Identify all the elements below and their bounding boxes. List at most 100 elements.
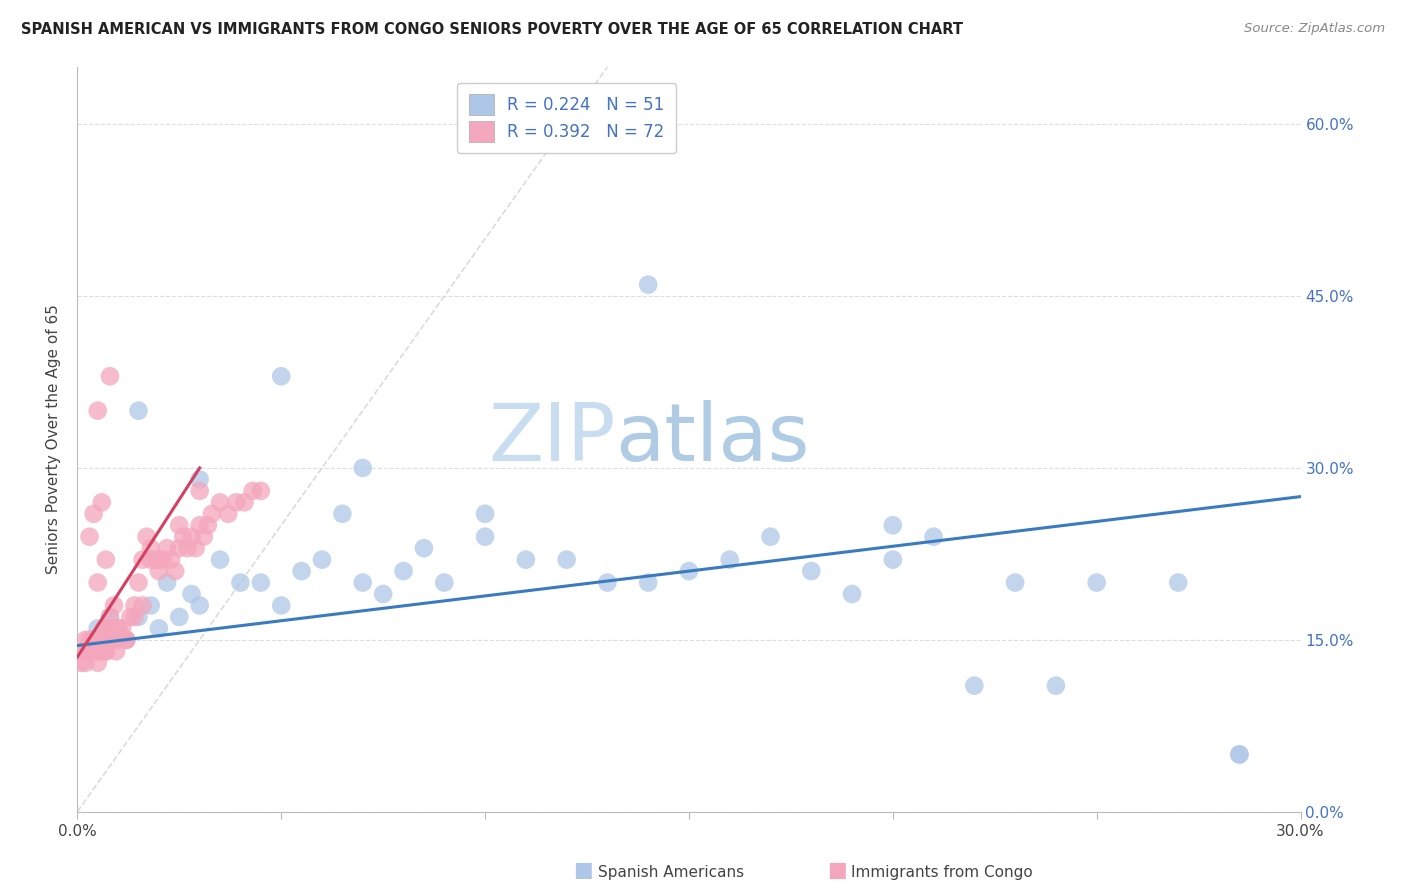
Point: [79, 644, 101, 658]
Point: [156, 575, 179, 590]
Point: [83, 632, 105, 647]
Point: [392, 564, 415, 578]
Point: [111, 621, 134, 635]
Point: [120, 610, 142, 624]
Point: [70, 656, 93, 670]
Point: [332, 507, 354, 521]
Point: [76, 644, 98, 658]
Point: [1085, 575, 1108, 590]
Point: [75, 656, 97, 670]
Point: [225, 495, 247, 509]
Point: [176, 541, 198, 556]
Text: ■: ■: [827, 861, 846, 880]
Point: [89, 644, 111, 658]
Point: [87, 621, 110, 635]
Point: [87, 575, 110, 590]
Point: [963, 679, 986, 693]
Point: [1004, 575, 1026, 590]
Point: [250, 483, 273, 498]
Point: [79, 632, 101, 647]
Point: [209, 495, 232, 509]
Point: [180, 587, 202, 601]
Point: [90, 632, 112, 647]
Point: [101, 632, 124, 647]
Point: [759, 530, 782, 544]
Legend: R = 0.224   N = 51, R = 0.392   N = 72: R = 0.224 N = 51, R = 0.392 N = 72: [457, 83, 676, 153]
Point: [474, 507, 496, 521]
Point: [148, 552, 170, 566]
Point: [882, 552, 904, 566]
Point: [90, 632, 112, 647]
Point: [165, 564, 187, 578]
Point: [98, 621, 121, 635]
Point: [169, 610, 191, 624]
Point: [94, 644, 117, 658]
Point: [90, 495, 112, 509]
Point: [201, 507, 224, 521]
Point: [922, 530, 945, 544]
Point: [107, 621, 129, 635]
Point: [131, 599, 153, 613]
Point: [103, 599, 125, 613]
Point: [148, 564, 170, 578]
Point: [515, 552, 537, 566]
Point: [311, 552, 333, 566]
Text: Immigrants from Congo: Immigrants from Congo: [851, 865, 1032, 880]
Point: [841, 587, 863, 601]
Text: SPANISH AMERICAN VS IMMIGRANTS FROM CONGO SENIORS POVERTY OVER THE AGE OF 65 COR: SPANISH AMERICAN VS IMMIGRANTS FROM CONG…: [21, 22, 963, 37]
Point: [83, 507, 105, 521]
Point: [156, 541, 179, 556]
Point: [371, 587, 394, 601]
Point: [90, 632, 112, 647]
Text: ■: ■: [574, 861, 593, 880]
Point: [131, 552, 153, 566]
Point: [97, 621, 120, 635]
Text: ZIP: ZIP: [488, 401, 616, 478]
Point: [433, 575, 456, 590]
Point: [128, 610, 150, 624]
Point: [169, 541, 191, 556]
Point: [87, 632, 110, 647]
Point: [1229, 747, 1251, 762]
Point: [1229, 747, 1251, 762]
Point: [115, 632, 138, 647]
Point: [139, 541, 162, 556]
Point: [352, 461, 374, 475]
Point: [124, 599, 146, 613]
Point: [103, 621, 125, 635]
Point: [93, 621, 115, 635]
Point: [291, 564, 314, 578]
Point: [79, 644, 101, 658]
Point: [1045, 679, 1067, 693]
Point: [87, 403, 110, 417]
Point: [188, 599, 211, 613]
Point: [233, 495, 256, 509]
Y-axis label: Seniors Poverty Over the Age of 65: Seniors Poverty Over the Age of 65: [46, 304, 62, 574]
Point: [197, 518, 219, 533]
Point: [128, 575, 150, 590]
Point: [882, 518, 904, 533]
Point: [105, 644, 128, 658]
Point: [139, 552, 162, 566]
Point: [172, 530, 194, 544]
Point: [250, 575, 273, 590]
Point: [188, 518, 211, 533]
Point: [180, 530, 202, 544]
Point: [474, 530, 496, 544]
Point: [596, 575, 619, 590]
Point: [98, 610, 121, 624]
Point: [1167, 575, 1189, 590]
Point: [270, 369, 292, 384]
Point: [160, 552, 183, 566]
Point: [103, 632, 125, 647]
Point: [115, 632, 138, 647]
Point: [242, 483, 264, 498]
Point: [718, 552, 741, 566]
Point: [678, 564, 700, 578]
Point: [87, 656, 110, 670]
Point: [148, 621, 170, 635]
Point: [352, 575, 374, 590]
Point: [193, 530, 215, 544]
Point: [94, 644, 117, 658]
Point: [115, 632, 138, 647]
